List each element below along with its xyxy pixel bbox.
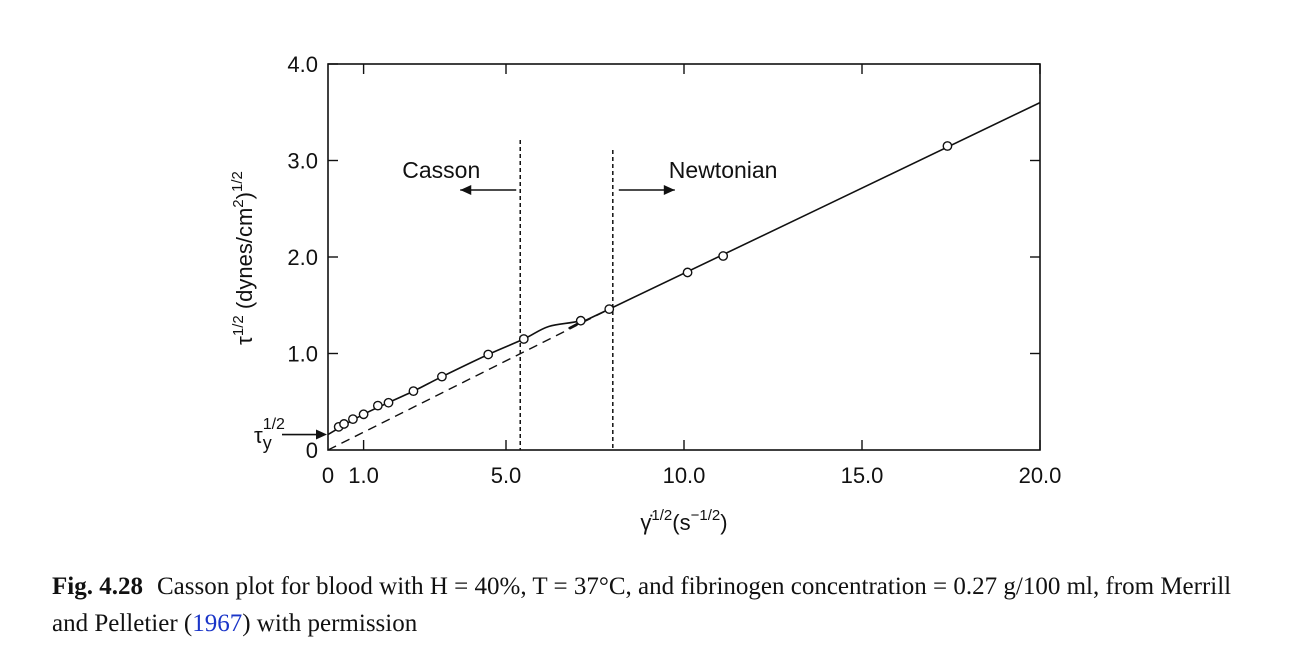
x-axis-title-unit: (s [672, 510, 690, 535]
data-point [518, 334, 529, 344]
data-point [372, 400, 383, 411]
fit-curve [327, 101, 1041, 436]
caption-text-before: Casson plot for blood with H = 40%, T = … [52, 573, 1232, 637]
data-point [483, 349, 494, 360]
x-tick-label: 20.0 [1019, 463, 1062, 488]
boundary-arrow-head [663, 185, 675, 195]
figure-caption: Fig. 4.28 Casson plot for blood with H = … [52, 568, 1252, 642]
x-axis-title: γ̇1/2(s−1/2) [640, 507, 727, 535]
caption-text-after: ) with permission [242, 610, 418, 637]
data-point [358, 409, 369, 420]
plot-frame [327, 63, 1041, 451]
y-tick-label: 0 [306, 438, 318, 463]
y-tick-label: 4.0 [287, 52, 318, 77]
data-point [339, 419, 349, 429]
x-axis-title-unit-sup: −1/2 [691, 507, 721, 524]
fit-series-line [327, 101, 1041, 436]
yield-stress-marker: τy1/2 [254, 416, 327, 453]
y-tick-label: 2.0 [287, 245, 318, 270]
dashed-series-line [327, 308, 610, 451]
y-tick-label: 3.0 [287, 149, 318, 174]
data-point [408, 386, 419, 397]
casson-plot: 0 1.0 5.0 10.0 15.0 20.0 0 1.0 2.0 3.0 4.0 Casson N… [229, 52, 1061, 535]
yield-label-base: τ [254, 423, 263, 448]
caption-figure-label: Fig. 4.28 [52, 573, 143, 600]
x-axis-title-base: γ̇ [640, 510, 652, 535]
yield-label-sub: y [263, 433, 272, 453]
x-axis-title-sup: 1/2 [651, 507, 672, 524]
boundary-arrow-head [460, 185, 472, 195]
data-point [718, 251, 729, 261]
dashed-extrapolation-line [327, 308, 610, 451]
data-points [333, 141, 953, 432]
x-axis-title-close: ) [720, 510, 727, 535]
y-axis-title-unit-sup: 2 [230, 199, 247, 207]
regime-boundaries: Casson Newtonian [402, 140, 777, 450]
caption-citation-link[interactable]: 1967 [192, 610, 243, 637]
y-axis-title-close: ) [232, 192, 257, 199]
y-axis-title-base: τ [232, 336, 257, 345]
y-axis-title-sup: 1/2 [230, 315, 247, 336]
data-point [348, 414, 358, 425]
yield-label-sup: 1/2 [263, 416, 285, 433]
data-point [383, 397, 394, 408]
data-point [604, 304, 615, 315]
boundary-label-newtonian: Newtonian [669, 157, 778, 183]
x-tick-label: 0 [322, 463, 334, 488]
yield-stress-label: τy1/2 [254, 416, 285, 453]
data-point [437, 371, 447, 382]
axis-ticks [328, 63, 1041, 450]
data-point [942, 141, 953, 151]
x-tick-label: 5.0 [491, 463, 522, 488]
y-tick-label: 1.0 [287, 342, 318, 367]
x-tick-label: 10.0 [663, 463, 706, 488]
x-tick-label: 15.0 [841, 463, 884, 488]
x-tick-label: 1.0 [348, 463, 379, 488]
y-axis-title-close-sup: 1/2 [229, 171, 246, 192]
y-axis-title: τ1/2 (dynes/cm2)1/2 [229, 171, 257, 345]
yield-arrow-head [316, 429, 327, 440]
tick-labels: 0 1.0 5.0 10.0 15.0 20.0 0 1.0 2.0 3.0 4.0 [287, 52, 1061, 488]
data-point [682, 267, 693, 278]
boundary-label-casson: Casson [402, 157, 480, 183]
y-axis-title-unit: (dynes/cm [232, 208, 257, 316]
data-point [575, 315, 586, 326]
